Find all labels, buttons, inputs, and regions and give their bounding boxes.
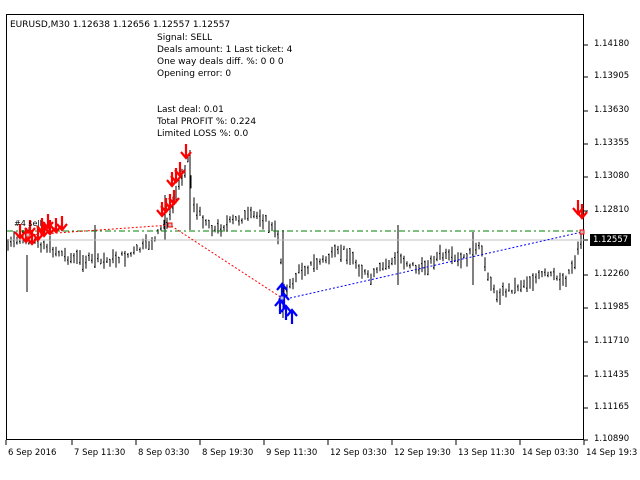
price-tick-label: 1.13080 (594, 171, 630, 181)
symbol-header: EURUSD,M30 1.12638 1.12656 1.12557 1.125… (10, 20, 231, 30)
price-tick-label: 1.13630 (594, 105, 630, 115)
time-tick-label: 9 Sep 11:30 (266, 448, 318, 458)
order-marker (25, 232, 31, 238)
time-tick-label: 14 Sep 19:3 (586, 448, 638, 458)
sell-arrow-icon (174, 162, 186, 178)
limited-loss-text: Limited LOSS %: 0.0 (157, 129, 249, 139)
last-deal-text: Last deal: 0.01 (157, 105, 224, 115)
order-marker (579, 229, 585, 235)
order-marker (167, 222, 173, 228)
time-tick-label: 14 Sep 03:30 (522, 448, 579, 458)
buy-trade-line (289, 231, 583, 299)
sell-arrow-icon (42, 214, 54, 230)
opening-error-text: Opening error: 0 (157, 69, 232, 79)
price-tick-label: 1.13355 (594, 138, 630, 148)
signal-text: Signal: SELL (157, 33, 212, 43)
time-tick-label: 8 Sep 03:30 (138, 448, 190, 458)
ohlc-bars (7, 150, 582, 318)
current-price-badge: 1.12557 (590, 234, 632, 246)
one-way-diff-text: One way deals diff. %: 0 0 0 (157, 57, 284, 67)
price-tick-label: 1.14180 (594, 39, 630, 49)
sell-arrow-icon (56, 216, 68, 232)
time-tick-label: 12 Sep 19:30 (394, 448, 451, 458)
price-tick-label: 1.12260 (594, 269, 630, 279)
price-tick-label: 1.11985 (594, 302, 630, 312)
sell-arrow-icon (168, 190, 180, 206)
signal-arrows (14, 144, 588, 324)
price-tick-label: 1.12810 (594, 205, 630, 215)
sell-arrow-icon (14, 224, 26, 240)
time-tick-label: 8 Sep 19:30 (202, 448, 254, 458)
price-tick-label: 1.10890 (594, 434, 630, 444)
sell-order-label: #4 sell (14, 219, 42, 228)
plot-area[interactable] (6, 14, 584, 440)
time-tick-label: 7 Sep 11:30 (74, 448, 126, 458)
price-tick-label: 1.11165 (594, 402, 630, 412)
order-marker (279, 295, 285, 301)
time-tick-label: 6 Sep 2016 (8, 448, 57, 458)
buy-arrow-icon (286, 308, 298, 324)
deals-amount-text: Deals amount: 1 Last ticket: 4 (157, 45, 293, 55)
total-profit-text: Total PROFIT %: 0.224 (157, 117, 257, 127)
sell-arrow-icon (576, 204, 588, 220)
sell-arrow-icon (180, 144, 192, 160)
time-tick-label: 12 Sep 03:30 (330, 448, 387, 458)
price-tick-label: 1.11435 (594, 370, 630, 380)
time-tick-label: 13 Sep 11:30 (458, 448, 515, 458)
price-tick-label: 1.11710 (594, 336, 630, 346)
price-tick-label: 1.13905 (594, 71, 630, 81)
sell-trade-line (27, 224, 283, 299)
sell-arrow-icon (36, 218, 48, 234)
buy-arrow-icon (280, 304, 292, 320)
